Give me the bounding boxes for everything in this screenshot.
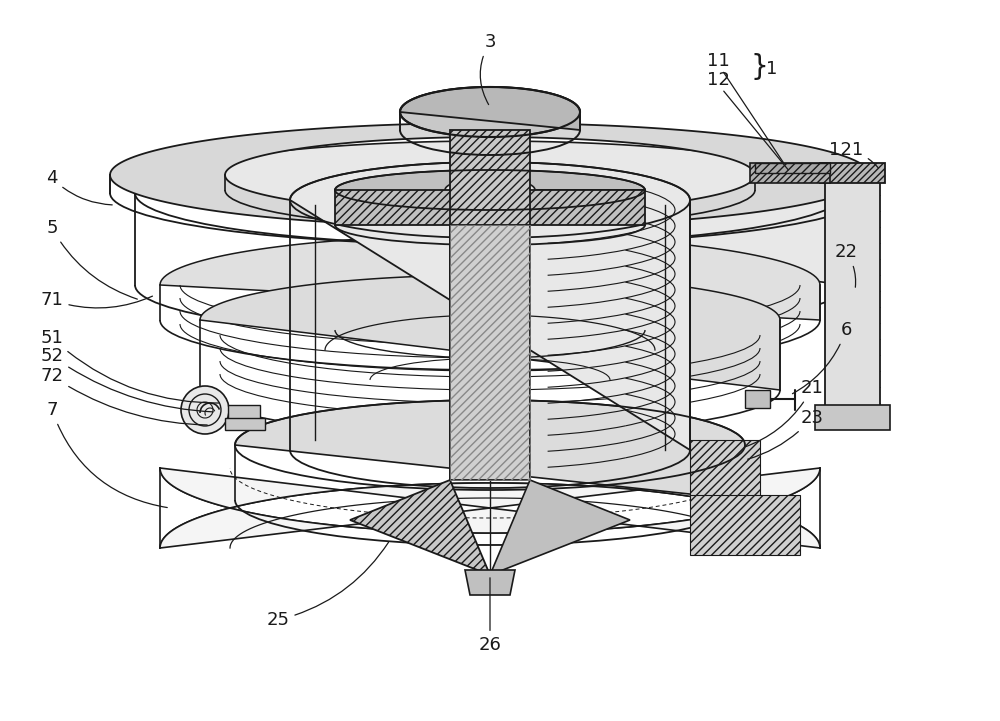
Polygon shape bbox=[335, 170, 645, 210]
Polygon shape bbox=[750, 163, 830, 183]
Polygon shape bbox=[290, 162, 690, 450]
Polygon shape bbox=[110, 123, 870, 227]
Text: 71: 71 bbox=[41, 291, 152, 309]
Text: 4: 4 bbox=[46, 169, 112, 205]
Circle shape bbox=[181, 386, 229, 434]
Polygon shape bbox=[450, 225, 530, 480]
Polygon shape bbox=[825, 175, 880, 415]
Text: 12: 12 bbox=[707, 71, 730, 89]
Text: 23: 23 bbox=[748, 409, 824, 459]
Text: 121: 121 bbox=[829, 141, 878, 168]
Polygon shape bbox=[200, 275, 780, 390]
Polygon shape bbox=[745, 390, 770, 408]
Text: 72: 72 bbox=[40, 367, 207, 425]
Text: 6: 6 bbox=[792, 321, 852, 394]
Text: 21: 21 bbox=[745, 379, 823, 447]
Text: 7: 7 bbox=[46, 401, 167, 508]
Text: 1: 1 bbox=[766, 60, 777, 78]
Polygon shape bbox=[135, 141, 845, 285]
Text: 51: 51 bbox=[41, 329, 219, 403]
Polygon shape bbox=[465, 570, 515, 595]
Polygon shape bbox=[490, 480, 630, 575]
Polygon shape bbox=[820, 163, 885, 183]
Text: 11: 11 bbox=[707, 52, 730, 70]
Polygon shape bbox=[350, 480, 490, 575]
Polygon shape bbox=[450, 130, 530, 480]
Text: 22: 22 bbox=[834, 243, 858, 287]
Text: 25: 25 bbox=[266, 542, 388, 629]
Polygon shape bbox=[400, 87, 580, 137]
Polygon shape bbox=[755, 163, 830, 173]
Polygon shape bbox=[335, 190, 645, 225]
Text: 5: 5 bbox=[46, 219, 137, 299]
Text: 3: 3 bbox=[480, 33, 496, 105]
Text: 52: 52 bbox=[40, 347, 213, 412]
Text: 26: 26 bbox=[479, 578, 501, 654]
Polygon shape bbox=[690, 495, 800, 555]
Text: }: } bbox=[750, 53, 768, 81]
Polygon shape bbox=[160, 235, 820, 320]
Polygon shape bbox=[225, 418, 265, 430]
Polygon shape bbox=[235, 400, 745, 500]
Polygon shape bbox=[228, 405, 260, 425]
Polygon shape bbox=[690, 440, 760, 505]
Polygon shape bbox=[815, 405, 890, 430]
Polygon shape bbox=[160, 468, 820, 548]
Polygon shape bbox=[400, 87, 580, 130]
